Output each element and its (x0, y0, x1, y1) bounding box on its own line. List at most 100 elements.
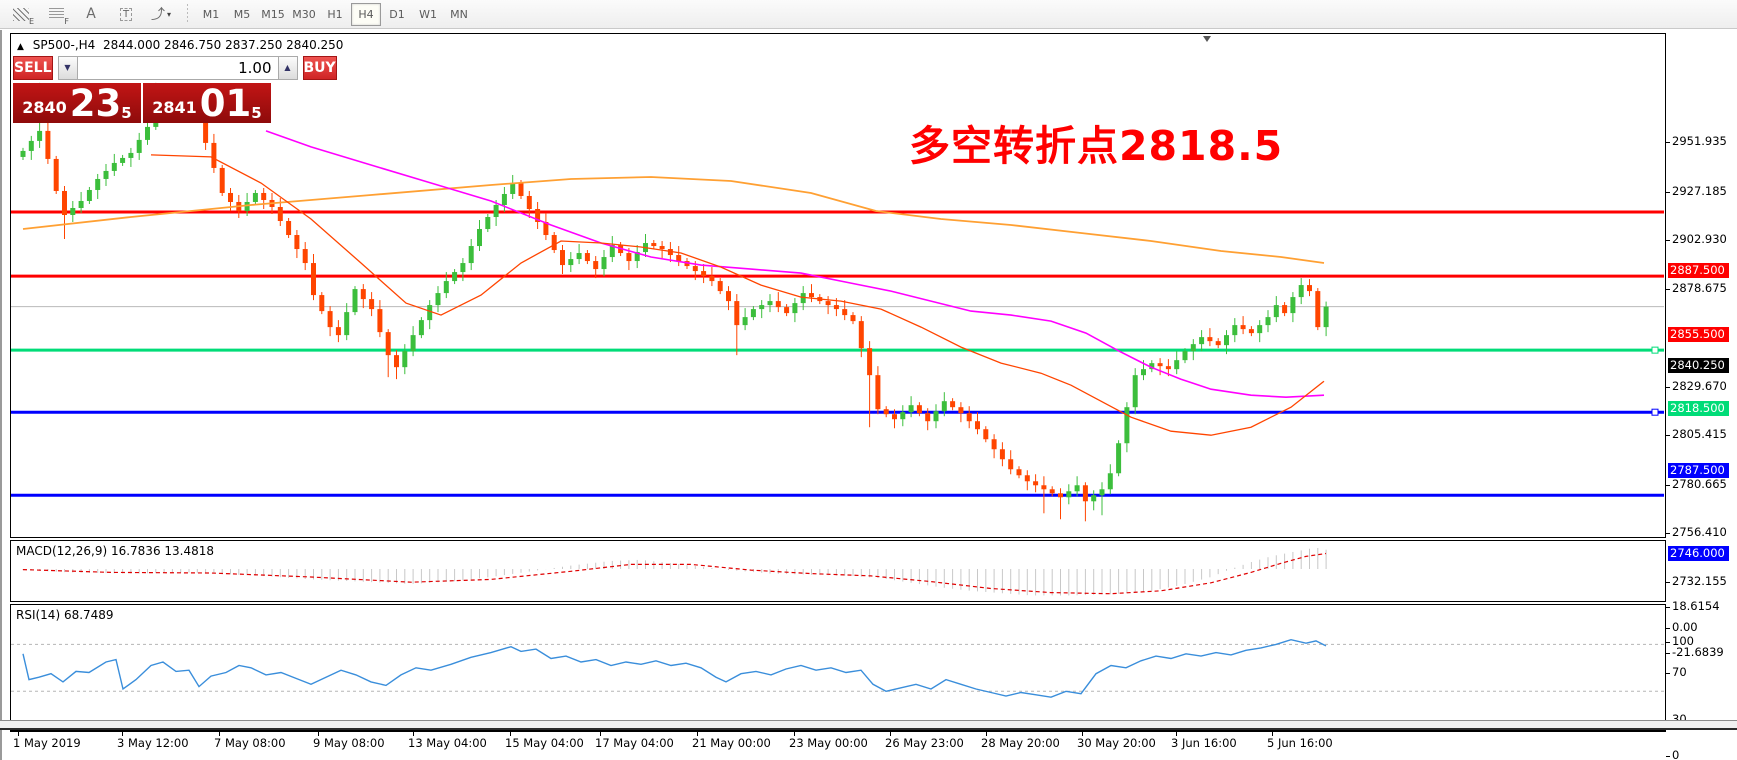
time-axis-label: 5 Jun 16:00 (1267, 736, 1333, 750)
ask-price-tile: 2841 01 5 (143, 83, 271, 123)
time-axis-tick (318, 732, 319, 736)
price-tick-label: 2780.665 (1672, 476, 1727, 491)
ask-big-digits: 01 (199, 82, 252, 125)
hline-price-badge: 2787.500 (1668, 463, 1729, 479)
time-axis-tick (697, 732, 698, 736)
volume-input[interactable] (77, 56, 278, 80)
hline-price-badge: 2855.500 (1668, 327, 1729, 343)
rsi-canvas (11, 638, 1664, 698)
axis-tick-mark (1666, 142, 1670, 143)
macd-axis-label: -21.6839 (1672, 645, 1724, 659)
price-tick-label: 2951.935 (1672, 134, 1727, 148)
buy-button[interactable]: BUY (302, 56, 337, 80)
rsi-label: RSI(14) 68.7489 (16, 608, 114, 622)
sell-button[interactable]: SELL (13, 56, 53, 80)
bid-prefix: 2840 (22, 98, 67, 117)
time-axis-label: 3 May 12:00 (117, 736, 189, 750)
window-bottom-strip (0, 720, 1737, 730)
axis-tick-mark (1666, 642, 1670, 643)
axis-tick-mark (1666, 484, 1670, 486)
top-toolbar: E F A T ⤴ ▾ M1 M5 M15 M30 H1 H4 D1 W1 MN (0, 0, 1737, 29)
volume-stepper: ▼ ▲ (57, 56, 298, 80)
toolbar-separator (187, 4, 188, 24)
timeframe-button-d1[interactable]: D1 (389, 7, 405, 21)
symbol-name: SP500-,H4 (32, 38, 96, 52)
time-axis-tick (1272, 732, 1273, 736)
axis-tick-mark (1666, 653, 1670, 654)
price-axis[interactable]: 2951.935 2927.185 2902.930 2878.675 2829.670… (1666, 60, 1737, 760)
arrange-objects-icon[interactable]: ⤴ ▾ (150, 7, 171, 23)
time-axis-label: 15 May 04:00 (505, 736, 584, 750)
price-tick-label: 2756.410 (1672, 525, 1727, 540)
time-axis-tick (600, 732, 601, 736)
ask-prefix: 2841 (152, 98, 197, 117)
price-tick-label: 2927.185 (1672, 183, 1727, 198)
time-axis-label: 28 May 20:00 (981, 736, 1060, 750)
price-pane: ▲ SP500-,H4 2844.000 2846.750 2837.250 2… (10, 33, 1666, 538)
macd-pane: MACD(12,26,9) 16.7836 13.4818 (10, 540, 1666, 602)
axis-tick-mark (1666, 435, 1670, 437)
time-axis-tick (413, 732, 414, 736)
timeframe-button-h1[interactable]: H1 (327, 7, 343, 21)
time-axis-tick (794, 732, 795, 736)
bid-price-badge: 2840.250 (1668, 357, 1729, 373)
text-label-icon[interactable]: A (86, 6, 96, 22)
time-axis-tick (18, 732, 19, 736)
time-axis-tick (986, 732, 987, 736)
axis-tick-mark (1666, 288, 1670, 290)
time-axis-label: 23 May 00:00 (789, 736, 868, 750)
time-axis-label: 7 May 08:00 (214, 736, 286, 750)
price-tick-label: 2805.415 (1672, 427, 1727, 442)
axis-tick-mark (1666, 191, 1670, 193)
macd-axis-label: 0.00 (1672, 620, 1698, 634)
bid-price-tile: 2840 23 5 (13, 83, 141, 123)
time-axis-label: 21 May 00:00 (692, 736, 771, 750)
chart-shift-marker[interactable] (1203, 36, 1211, 42)
bid-big-digits: 23 (69, 82, 122, 125)
one-click-trading-panel: SELL ▼ ▲ BUY 2840 23 5 2841 (13, 56, 337, 123)
axis-tick-mark (1666, 386, 1670, 388)
timeframe-button-h4[interactable]: H4 (351, 2, 381, 26)
time-axis-tick (1082, 732, 1083, 736)
time-axis-tick (1176, 732, 1177, 736)
price-tick-label: 2902.930 (1672, 232, 1727, 247)
hline-price-badge: 2818.500 (1668, 401, 1729, 417)
text-box-icon[interactable]: T (113, 3, 139, 25)
rsi-axis-label: 0 (1672, 748, 1680, 760)
rsi-axis-label: 70 (1672, 665, 1687, 679)
timeframe-button-m5[interactable]: M5 (233, 7, 251, 21)
timeframe-bar: M1 M5 M15 M30 H1 H4 D1 W1 MN (196, 2, 475, 26)
bid-pip-digit: 5 (121, 104, 132, 122)
hline-price-badge: 2746.000 (1668, 546, 1729, 562)
hline-price-badge: 2887.500 (1668, 262, 1729, 278)
timeframe-button-m30[interactable]: M30 (292, 7, 316, 21)
macd-canvas (22, 547, 1327, 596)
symbol-collapse-icon[interactable]: ▲ (17, 42, 24, 52)
draw-lines-icon[interactable]: E (8, 3, 34, 26)
ask-pip-digit: 5 (251, 104, 262, 122)
ohlc-values: 2844.000 2846.750 2837.250 2840.250 (102, 38, 344, 52)
axis-tick-mark (1666, 756, 1670, 757)
time-axis-tick (122, 732, 123, 736)
grid-objects-icon[interactable]: F (43, 3, 69, 26)
timeframe-button-w1[interactable]: W1 (419, 7, 437, 21)
timeframe-button-m1[interactable]: M1 (202, 7, 220, 21)
axis-tick-mark (1666, 673, 1670, 674)
volume-increase-button[interactable]: ▲ (277, 56, 298, 80)
chart-ohlc-title: ▲ SP500-,H4 2844.000 2846.750 2837.250 2… (17, 38, 343, 52)
timeframe-button-m15[interactable]: M15 (261, 7, 285, 21)
time-axis-label: 3 Jun 16:00 (1171, 736, 1237, 750)
chart-text-annotation: 多空转折点2818.5 (909, 122, 1284, 170)
timeframe-button-mn[interactable]: MN (450, 7, 468, 21)
price-tick-label: 2829.670 (1672, 378, 1727, 393)
macd-axis-label: 18.6154 (1672, 598, 1720, 613)
price-chart-canvas (11, 82, 1664, 522)
time-axis[interactable]: 1 May 2019 3 May 12:00 7 May 08:00 9 May 08… (10, 731, 1666, 750)
macd-label: MACD(12,26,9) 16.7836 13.4818 (16, 544, 215, 558)
volume-decrease-button[interactable]: ▼ (57, 56, 78, 80)
axis-tick-mark (1666, 533, 1670, 535)
axis-tick-mark (1666, 240, 1670, 242)
time-axis-label: 9 May 08:00 (313, 736, 385, 750)
time-axis-label: 1 May 2019 (13, 736, 81, 750)
